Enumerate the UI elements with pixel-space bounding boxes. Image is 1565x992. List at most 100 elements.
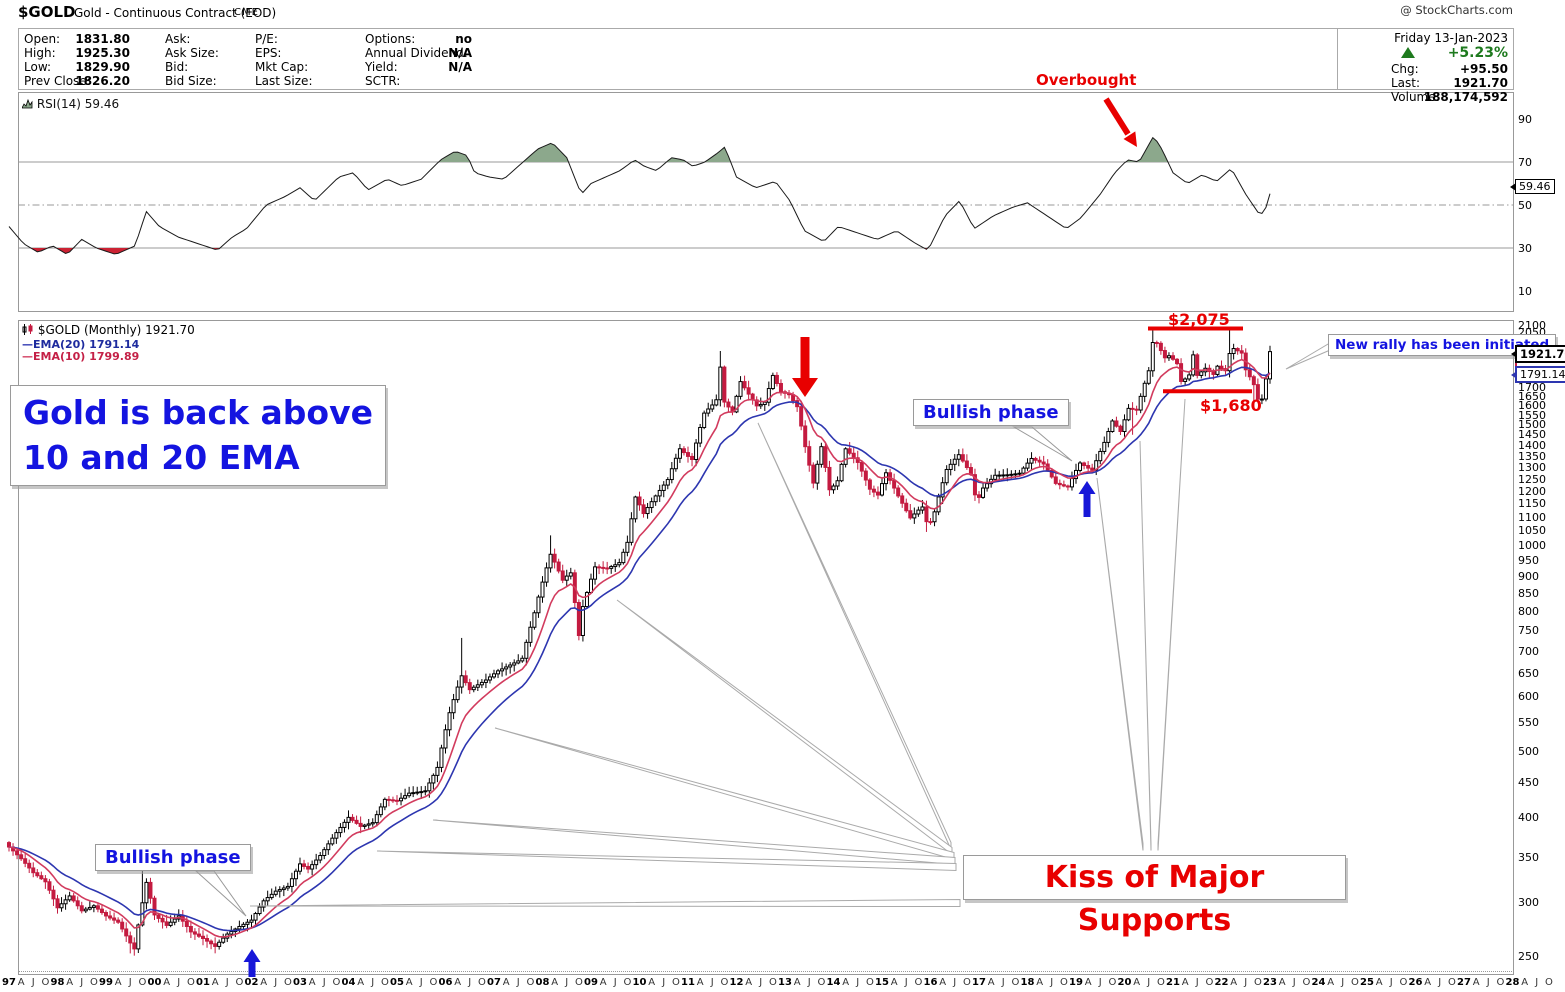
info-value: no [455,32,472,46]
price-axis-label: 1000 [1518,538,1546,552]
ema20-value-tag: 1791.14 [1511,366,1565,383]
xaxis-year-label: 04 [341,977,356,988]
price-axis-label: 900 [1518,570,1539,584]
xaxis-quarter-label: A [1133,977,1141,988]
xaxis-quarter-label: J [1098,977,1102,988]
xaxis-quarter-label: J [759,977,763,988]
info-value: 1826.20 [75,74,130,88]
xaxis-quarter-label: A [793,977,801,988]
info-label: Annual Dividend: [365,46,468,60]
xaxis-quarter-label: O [1205,977,1214,988]
xaxis-quarter-label: O [768,977,777,988]
info-value: N/A [448,46,472,60]
xaxis-quarter-label: O [1156,977,1165,988]
rsi-oversold-fill [18,248,1270,254]
xaxis-quarter-label: A [357,977,365,988]
price-axis-label: 1650 [1518,390,1546,404]
xaxis-quarter-label: J [31,977,35,988]
price-axis-label: 500 [1518,744,1539,758]
price-axis-label: 1600 [1518,399,1546,413]
xaxis-quarter-label: O [1496,977,1505,988]
xaxis-quarter-label: O [720,977,729,988]
info-label: Ask: [165,32,191,46]
resistance-2075-label: $2,075 [1168,310,1230,329]
xaxis-year-label: 05 [390,977,404,988]
xaxis-quarter-label: O [477,977,486,988]
xaxis-quarter-label: A [1521,977,1529,988]
xaxis-quarter-label: O [1350,977,1359,988]
rsi-line [8,136,1271,255]
xaxis-year-label: 13 [778,977,792,988]
up-triangle-icon [1401,47,1415,58]
price-axis-label: 1200 [1518,484,1546,498]
xaxis-quarter-label: J [1001,977,1005,988]
bullish-phase-annotation-1[interactable]: Bullish phase [95,844,251,871]
new-rally-annotation[interactable]: New rally has been initiated [1328,334,1557,356]
bullish-phase-annotation-2[interactable]: Bullish phase [913,399,1069,426]
xaxis-quarter-label: O [186,977,195,988]
rsi-pane[interactable] [18,92,1514,312]
xaxis-quarter-label: A [17,977,25,988]
price-axis-label: 1250 [1518,472,1546,486]
price-axis-label: 550 [1518,716,1539,730]
info-label: High: [24,46,56,60]
quote-date: Friday 13-Jan-2023 [1394,31,1508,45]
xaxis-year-label: 25 [1360,977,1374,988]
xaxis-quarter-label: O [429,977,438,988]
xaxis-year-label: 09 [584,977,598,988]
xaxis-year-label: 21 [1166,977,1180,988]
xaxis-quarter-label: O [235,977,244,988]
xaxis-quarter-label: A [987,977,995,988]
xaxis-quarter-label: A [1375,977,1383,988]
price-axis-label: 1050 [1518,524,1546,538]
info-label: Options: [365,32,416,46]
xaxis-quarter-label: A [114,977,122,988]
kiss-of-supports-annotation[interactable]: Kiss of Major Supports [963,855,1346,938]
rsi-overbought-fill [18,137,1270,162]
xaxis-year-label: 17 [972,977,986,988]
info-value: N/A [448,60,472,74]
xaxis-quarter-label: J [1535,977,1539,988]
quote-percent-change: +5.23% [1447,45,1508,61]
xaxis-quarter-label: J [807,977,811,988]
xaxis-quarter-label: A [599,977,607,988]
quote-row-value: +95.50 [1459,62,1508,76]
price-axis-label: 600 [1518,690,1539,704]
quote-row-label: Volume: [1391,90,1440,104]
info-label: SCTR: [365,74,401,88]
info-label: Bid Size: [165,74,217,88]
xaxis-quarter-label: O [671,977,680,988]
xaxis-quarter-label: J [1147,977,1151,988]
price-axis-label: 1700 [1518,381,1546,395]
xaxis-quarter-label: J [468,977,472,988]
xaxis-quarter-label: J [1050,977,1054,988]
xaxis-quarter-label: O [962,977,971,988]
xaxis-quarter-label: O [89,977,98,988]
price-axis-label: 850 [1518,587,1539,601]
xaxis-year-label: 08 [535,977,550,988]
xaxis-quarter-label: J [1389,977,1393,988]
xaxis-quarter-label: O [1108,977,1117,988]
xaxis-year-label: 97 [2,977,16,988]
main-price-pane[interactable] [18,320,1514,975]
gold-back-annotation[interactable]: Gold is back above 10 and 20 EMA [10,385,386,487]
xaxis-quarter-label: A [405,977,413,988]
xaxis-quarter-label: J [1195,977,1199,988]
xaxis-quarter-label: J [1292,977,1296,988]
xaxis-quarter-label: A [163,977,171,988]
rsi-legend: RSI(14) 59.46 [21,97,119,111]
xaxis-year-label: 19 [1069,977,1083,988]
symbol-description: Gold - Continuous Contract (EOD) [74,6,277,20]
xaxis-quarter-label: A [648,977,656,988]
xaxis-quarter-label: A [939,977,947,988]
xaxis-year-label: 26 [1408,977,1423,988]
xaxis-quarter-label: O [526,977,535,988]
xaxis-year-label: 14 [826,977,841,988]
exchange-label: CME [234,7,259,18]
xaxis-minor-ticks [18,971,1514,972]
xaxis-quarter-label: A [1472,977,1480,988]
bullish2-blue-arrow [1078,481,1096,517]
xaxis-quarter-label: J [904,977,908,988]
xaxis-year-label: 23 [1263,977,1277,988]
